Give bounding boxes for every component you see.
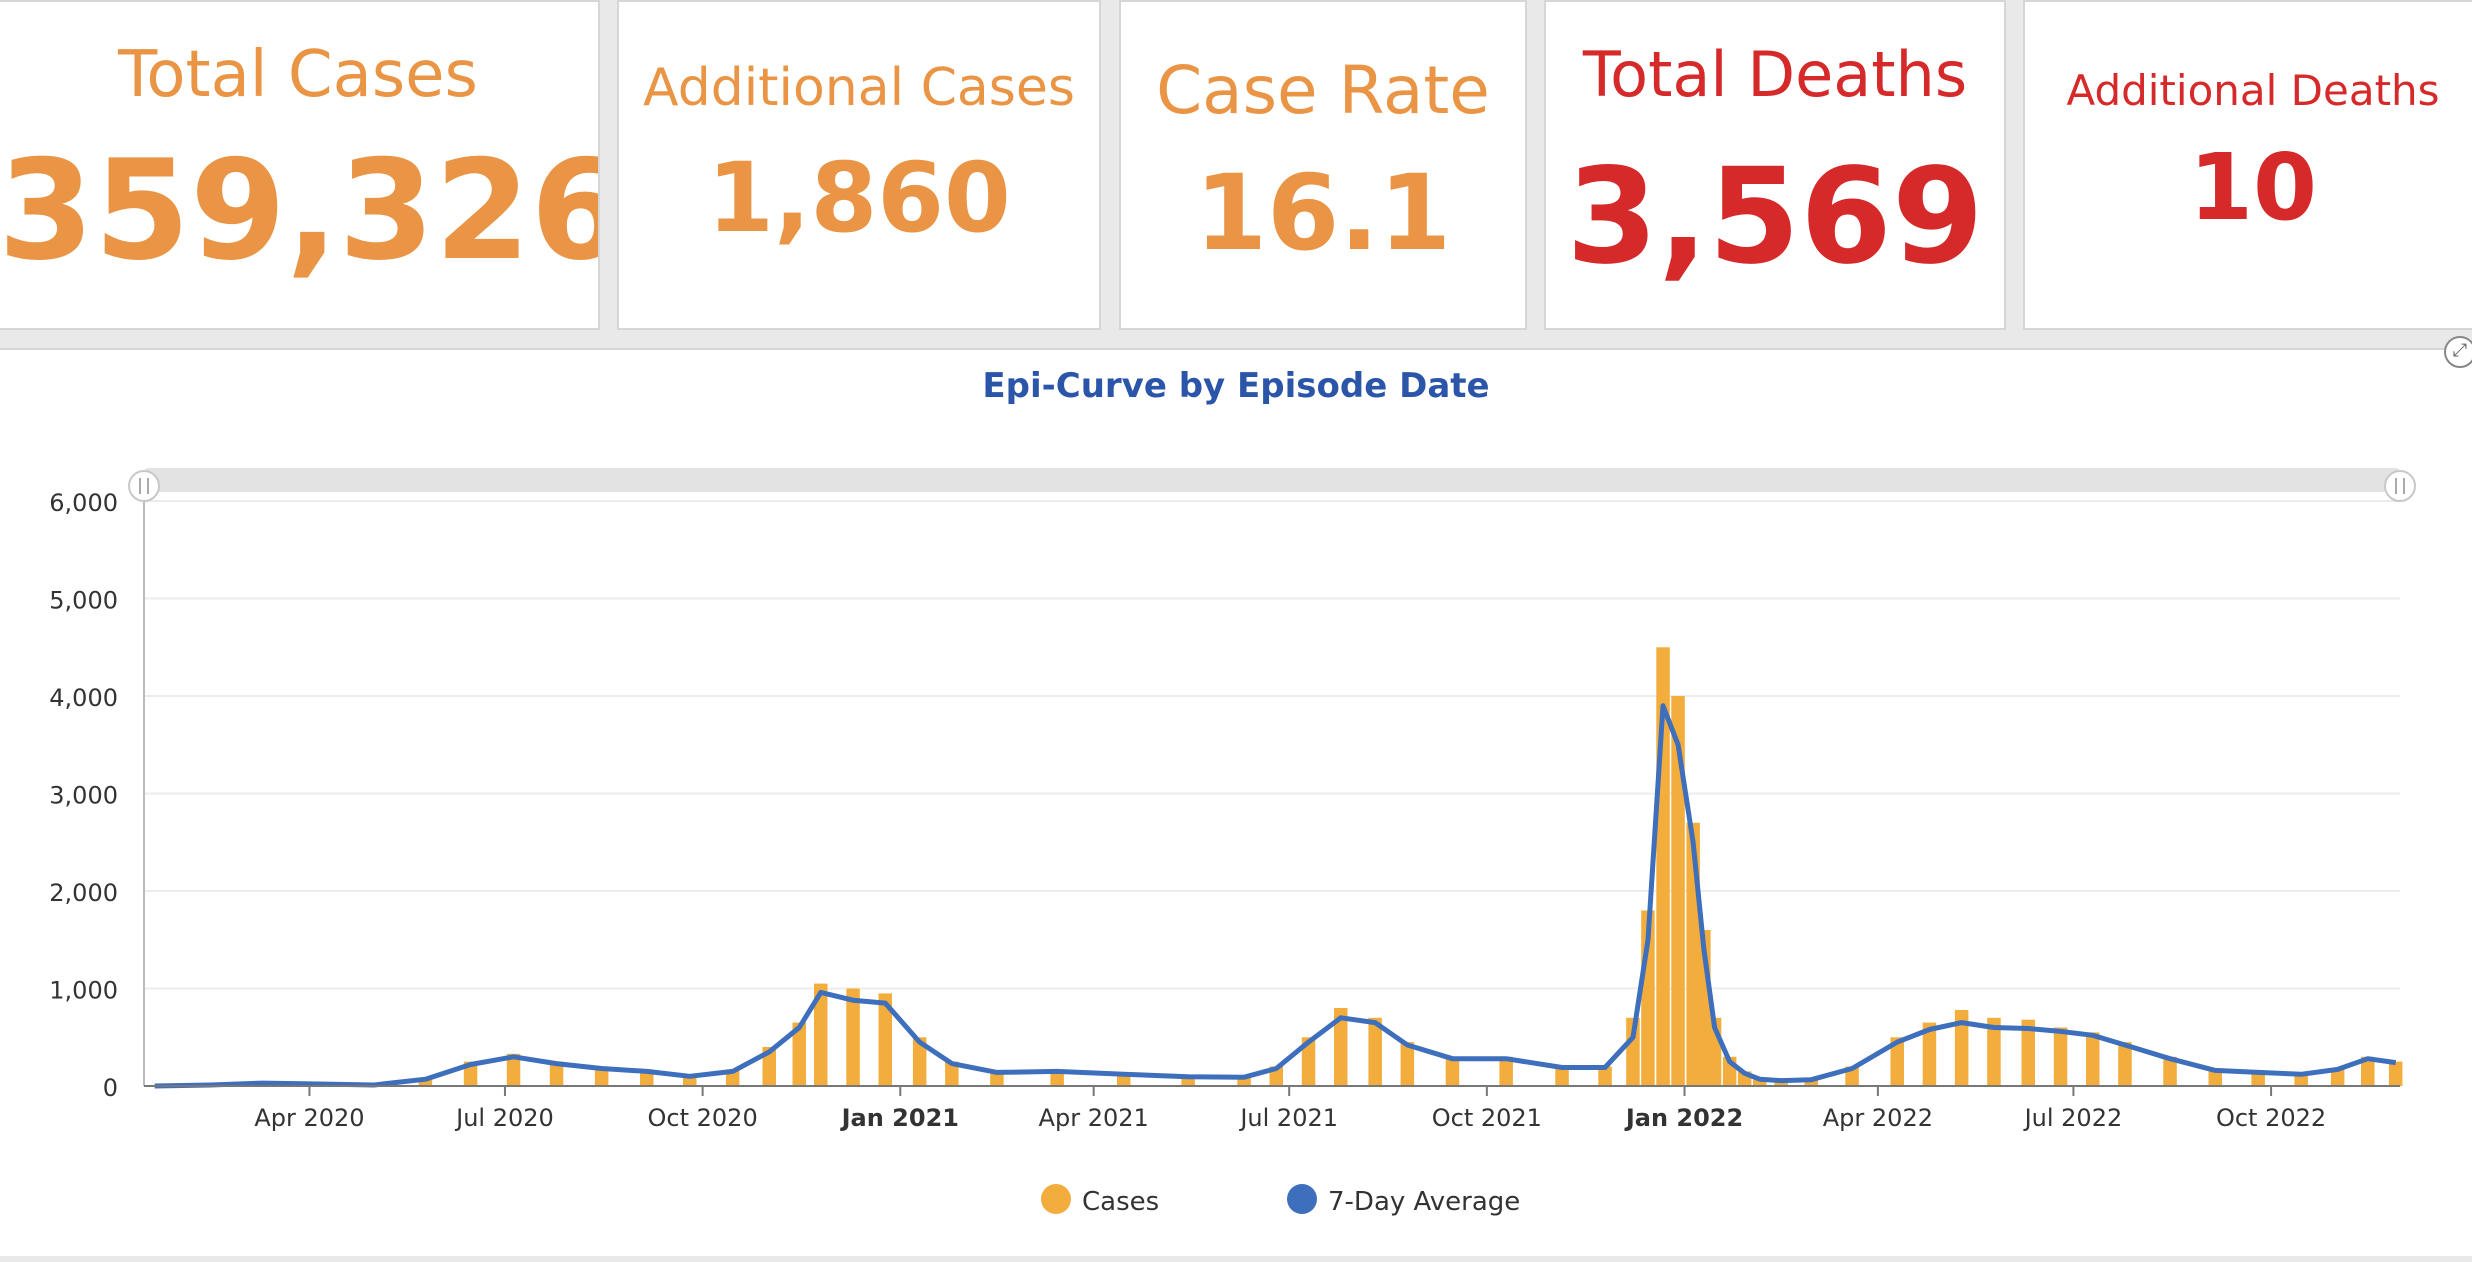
chart-title: Epi-Curve by Episode Date	[982, 366, 1489, 406]
x-tick-label: Apr 2021	[1039, 1104, 1149, 1132]
case-bar	[1301, 1037, 1316, 1087]
total-cases-value: 359,326	[0, 130, 600, 291]
y-tick-label: 5,000	[49, 587, 118, 615]
case-bar	[1753, 1078, 1767, 1086]
legend-item-cases[interactable]: Cases	[1041, 1184, 1159, 1217]
case-bar	[792, 1022, 806, 1086]
range-navigator[interactable]	[128, 468, 2416, 502]
y-tick-label: 1,000	[49, 977, 118, 1005]
case-bar	[506, 1053, 521, 1086]
x-tick-label: Apr 2020	[254, 1104, 364, 1132]
case-bar	[1954, 1010, 1969, 1086]
x-tick-label: Jul 2020	[454, 1104, 554, 1132]
legend-label-cases: Cases	[1082, 1187, 1159, 1217]
case-bar	[594, 1066, 609, 1086]
case-bar	[2330, 1068, 2345, 1086]
case-bar	[1671, 696, 1685, 1086]
range-handle-right[interactable]	[2384, 470, 2416, 502]
case-bar	[1598, 1066, 1612, 1086]
total-cases-label: Total Cases	[118, 38, 478, 112]
case-bar	[1400, 1042, 1415, 1086]
case-bar	[2361, 1056, 2375, 1087]
case-bar	[1050, 1070, 1064, 1086]
additional-deaths-label: Additional Deaths	[2066, 66, 2440, 115]
case-bar	[1181, 1076, 1195, 1087]
case-rate-value: 16.1	[1194, 152, 1452, 274]
legend-marker-average	[1287, 1184, 1317, 1214]
x-tick-label: Apr 2022	[1823, 1104, 1933, 1132]
epi-curve-chart: Epi-Curve by Episode Date 0 1,000 2,000 3,0…	[49, 366, 2416, 1217]
seven-day-average-line	[154, 703, 2397, 1089]
case-bar	[2053, 1027, 2068, 1086]
case-bar	[945, 1061, 959, 1086]
case-bar	[1804, 1079, 1818, 1086]
x-tick-label: Jul 2022	[2023, 1104, 2123, 1132]
y-tick-label: 4,000	[49, 684, 118, 712]
case-bar	[2388, 1061, 2403, 1086]
total-deaths-value: 3,569	[1566, 140, 1984, 294]
x-tick-label: Jan 2021	[840, 1104, 959, 1132]
case-bar	[1626, 1017, 1640, 1087]
case-bar	[2163, 1056, 2177, 1087]
legend-item-average[interactable]: 7-Day Average	[1287, 1184, 1520, 1217]
case-rate-label: Case Rate	[1156, 52, 1490, 129]
case-bar	[418, 1078, 433, 1086]
case-bar	[762, 1047, 776, 1086]
case-bar	[1555, 1066, 1569, 1086]
y-tick-label: 3,000	[49, 782, 118, 810]
range-handle-left[interactable]	[128, 470, 160, 502]
case-bar	[2118, 1042, 2132, 1086]
total-cases-card: Total Cases 359,326	[0, 0, 600, 330]
case-bar	[912, 1037, 927, 1087]
y-tick-label: 0	[103, 1074, 118, 1102]
y-tick-label: 2,000	[49, 879, 118, 907]
case-bar	[2021, 1019, 2035, 1086]
cases-bars	[203, 647, 2403, 1087]
x-tick-label: Jul 2021	[1238, 1104, 1338, 1132]
expand-icon[interactable]: ⤢	[2444, 336, 2472, 368]
grid-lines	[144, 500, 2400, 990]
range-navigator-track[interactable]	[144, 468, 2400, 492]
case-bar	[1334, 1008, 1348, 1086]
y-tick-label: 6,000	[49, 489, 118, 517]
case-bar	[846, 988, 860, 1086]
legend-label-average: 7-Day Average	[1328, 1187, 1520, 1217]
case-bar	[2251, 1071, 2265, 1086]
x-tick-label: Oct 2022	[2216, 1104, 2326, 1132]
case-bar	[683, 1075, 697, 1086]
case-bar	[878, 993, 892, 1086]
total-deaths-label: Total Deaths	[1582, 38, 1968, 111]
axes: 0 1,000 2,000 3,000 4,000 5,000 6,000 Apr 2020 J…	[49, 489, 2400, 1132]
case-bar	[1922, 1022, 1937, 1086]
case-bar	[1237, 1077, 1251, 1086]
case-bar	[1445, 1056, 1460, 1087]
total-deaths-card: Total Deaths 3,569	[1544, 0, 2006, 330]
additional-cases-card: Additional Cases 1,860	[617, 0, 1101, 330]
case-bar	[1499, 1056, 1513, 1087]
case-bar	[549, 1061, 564, 1086]
epi-curve-panel: Epi-Curve by Episode Date 0 1,000 2,000 3,0…	[0, 348, 2472, 1256]
case-bar	[990, 1071, 1004, 1086]
case-bar	[1368, 1017, 1382, 1087]
additional-cases-label: Additional Cases	[643, 58, 1075, 118]
additional-deaths-card: Additional Deaths 10	[2023, 0, 2472, 330]
case-bar	[1987, 1017, 2001, 1087]
legend-marker-cases	[1041, 1184, 1071, 1214]
additional-cases-value: 1,860	[707, 142, 1011, 254]
x-tick-label: Oct 2020	[648, 1104, 758, 1132]
case-rate-card: Case Rate 16.1	[1119, 0, 1527, 330]
case-bar	[1890, 1037, 1904, 1087]
case-bar	[2086, 1032, 2100, 1086]
x-tick-label: Oct 2021	[1432, 1104, 1542, 1132]
case-bar	[814, 983, 828, 1086]
additional-deaths-value: 10	[2188, 134, 2318, 241]
x-tick-label: Jan 2022	[1624, 1104, 1743, 1132]
chart-legend: Cases 7-Day Average	[1041, 1184, 1520, 1217]
